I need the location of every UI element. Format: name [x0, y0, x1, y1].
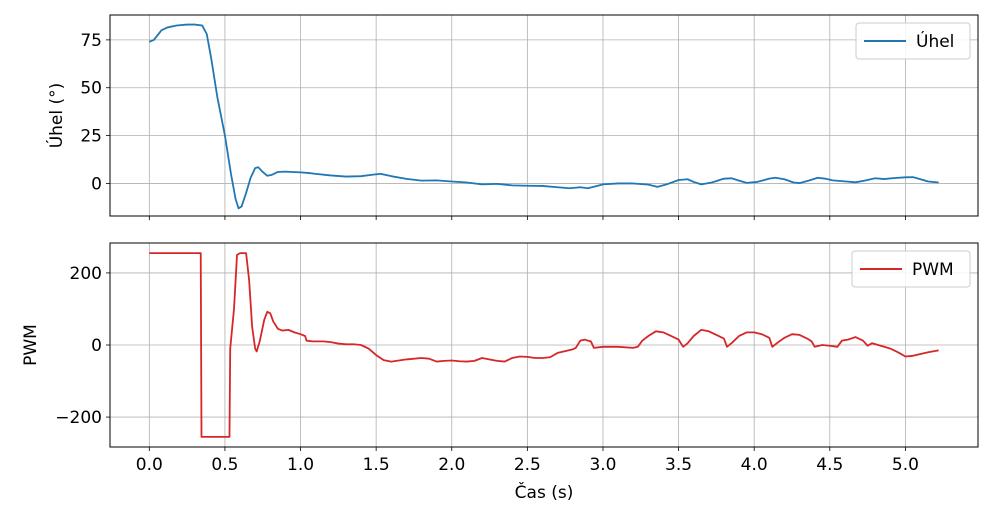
- x-tick-label: 0.0: [136, 455, 163, 475]
- y-tick-label: 0: [91, 174, 102, 194]
- axes-frame-angle: [109, 14, 979, 217]
- x-tick-label: 0.5: [211, 455, 238, 475]
- y-tick-label: −200: [55, 408, 102, 428]
- legend-label-pwm: PWM: [912, 260, 954, 280]
- legend-pwm: PWM: [851, 250, 971, 288]
- y-tick-label: 25: [80, 127, 102, 147]
- legend-box-angle: [855, 22, 971, 60]
- series-angle: [148, 23, 939, 210]
- x-tick-label: 4.5: [816, 455, 843, 475]
- legend-box-pwm: [851, 250, 971, 288]
- yticks-angle: 0 25 50 75: [80, 31, 110, 194]
- panel-pwm: −200 0 200 0.0 0.5 1.0 1.5 2.0 2.5 3.0 3.5 4.0 4.5 5…: [21, 242, 979, 503]
- yticks-pwm: −200 0 200: [55, 264, 110, 428]
- x-tick-label: 2.0: [438, 455, 465, 475]
- x-tick-label: 3.5: [665, 455, 692, 475]
- x-tick-label: 4.0: [741, 455, 768, 475]
- x-tick-label: 1.0: [287, 455, 314, 475]
- y-tick-label: 50: [80, 79, 102, 99]
- panel-angle: 0 25 50 75 Úhel (°) Úhel: [45, 14, 979, 220]
- series-line: [149, 252, 939, 438]
- x-tick-label: 2.5: [514, 455, 541, 475]
- series-pwm: [149, 252, 939, 438]
- series-line: [148, 23, 939, 210]
- axes-frame-pwm: [109, 242, 979, 448]
- y-axis-label-pwm: PWM: [21, 324, 41, 366]
- y-tick-label: 75: [80, 31, 102, 51]
- x-tick-label: 1.5: [363, 455, 390, 475]
- xticks-pwm: 0.0 0.5 1.0 1.5 2.0 2.5 3.0 3.5 4.0 4.5 5.0: [136, 447, 919, 475]
- x-axis-label: Čas (s): [515, 481, 574, 503]
- grid-pwm: [110, 243, 978, 447]
- x-tick-label: 5.0: [892, 455, 919, 475]
- y-axis-label-angle: Úhel (°): [45, 83, 67, 149]
- xticks-angle: [148, 216, 906, 220]
- y-tick-label: 0: [91, 336, 102, 356]
- legend-angle: Úhel: [855, 22, 971, 60]
- y-tick-label: 200: [70, 264, 102, 284]
- x-tick-label: 3.0: [589, 455, 616, 475]
- legend-label-angle: Úhel: [916, 30, 954, 52]
